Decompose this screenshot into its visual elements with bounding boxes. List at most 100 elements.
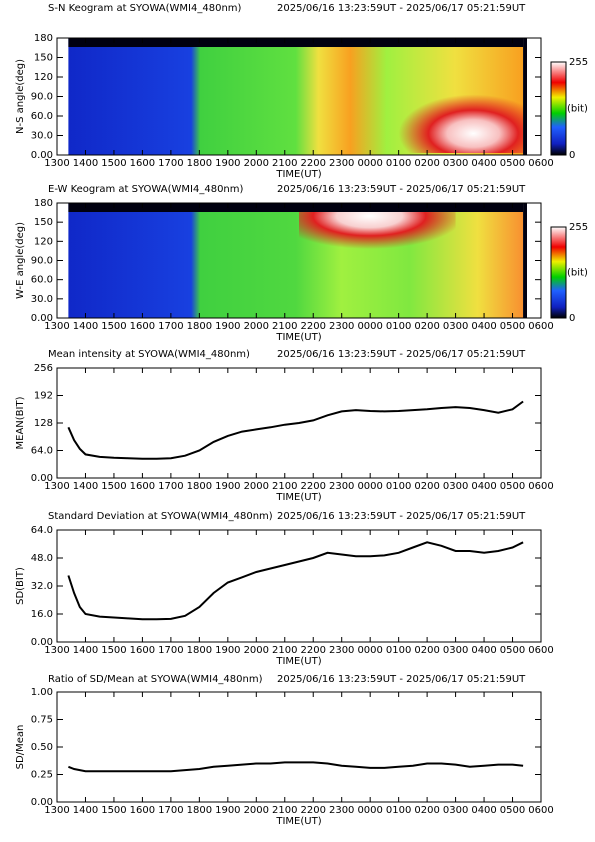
x-tick-label: 1600 — [130, 481, 155, 492]
x-tick-label: 0500 — [500, 645, 525, 656]
keogram-edge — [523, 38, 527, 155]
x-tick-label: 1400 — [73, 805, 98, 816]
y-tick-label: 120 — [34, 72, 53, 83]
y-tick-label: 64.0 — [31, 446, 53, 457]
x-tick-label: 0600 — [528, 481, 553, 492]
x-tick-label: 1900 — [215, 805, 240, 816]
y-tick-label: 120 — [34, 236, 53, 247]
y-tick-label: 0.00 — [31, 150, 53, 161]
y-tick-label: 180 — [34, 198, 53, 209]
x-tick-label: 0200 — [414, 481, 439, 492]
y-tick-label: 60.0 — [31, 275, 53, 286]
x-tick-label: 2300 — [329, 158, 354, 169]
y-tick-label: 192 — [34, 391, 53, 402]
chart-subtitle: 2025/06/16 13:23:59UT - 2025/06/17 05:21… — [277, 511, 526, 522]
x-tick-label: 2300 — [329, 481, 354, 492]
x-tick-label: 0200 — [414, 805, 439, 816]
x-tick-label: 1500 — [101, 481, 126, 492]
chart-title: Ratio of SD/Mean at SYOWA(WMI4_480nm) — [48, 674, 263, 685]
colorbar — [550, 61, 567, 156]
x-tick-label: 0300 — [443, 321, 468, 332]
x-tick-label: 1400 — [73, 645, 98, 656]
x-tick-label: 2300 — [329, 321, 354, 332]
x-tick-label: 1400 — [73, 481, 98, 492]
y-axis-label: N-S angle(deg) — [15, 59, 26, 134]
x-tick-label: 0200 — [414, 158, 439, 169]
x-tick-label: 1500 — [101, 805, 126, 816]
x-tick-label: 1300 — [44, 321, 69, 332]
x-tick-label: 2000 — [244, 805, 269, 816]
x-tick-label: 0500 — [500, 158, 525, 169]
x-axis-label: TIME(UT) — [275, 816, 321, 827]
x-tick-label: 0100 — [386, 805, 411, 816]
x-tick-label: 0400 — [471, 481, 496, 492]
x-tick-label: 0600 — [528, 158, 553, 169]
x-tick-label: 1300 — [44, 481, 69, 492]
x-tick-label: 1500 — [101, 321, 126, 332]
x-tick-label: 0100 — [386, 321, 411, 332]
plot-frame — [56, 691, 542, 803]
x-tick-label: 2200 — [301, 805, 326, 816]
x-tick-label: 1900 — [215, 158, 240, 169]
x-tick-label: 1700 — [158, 321, 183, 332]
x-tick-label: 2000 — [244, 481, 269, 492]
x-tick-label: 0000 — [357, 481, 382, 492]
keogram-edge — [68, 203, 524, 212]
x-tick-label: 0300 — [443, 481, 468, 492]
x-tick-label: 0000 — [357, 321, 382, 332]
chart-title: S-N Keogram at SYOWA(WMI4_480nm) — [48, 3, 242, 14]
x-tick-label: 2100 — [272, 805, 297, 816]
x-tick-label: 2200 — [301, 481, 326, 492]
y-tick-label: 32.0 — [31, 581, 53, 592]
x-tick-label: 1900 — [215, 321, 240, 332]
colorbar-tick-label: 255 — [569, 222, 588, 233]
x-tick-label: 1300 — [44, 805, 69, 816]
x-tick-label: 0100 — [386, 158, 411, 169]
x-tick-label: 2100 — [272, 645, 297, 656]
y-tick-label: 64.0 — [31, 525, 53, 536]
x-tick-label: 0200 — [414, 645, 439, 656]
y-tick-label: 0.00 — [31, 797, 53, 808]
colorbar-label: (bit) — [567, 268, 588, 279]
x-tick-label: 0500 — [500, 481, 525, 492]
x-tick-label: 2200 — [301, 321, 326, 332]
chart-subtitle: 2025/06/16 13:23:59UT - 2025/06/17 05:21… — [277, 674, 526, 685]
y-tick-label: 48.0 — [31, 553, 53, 564]
y-tick-label: 30.0 — [31, 131, 53, 142]
x-tick-label: 0000 — [357, 805, 382, 816]
x-tick-label: 0400 — [471, 645, 496, 656]
keogram-edge — [523, 203, 527, 318]
x-tick-label: 1700 — [158, 645, 183, 656]
x-tick-label: 1600 — [130, 158, 155, 169]
x-tick-label: 2200 — [301, 645, 326, 656]
x-tick-label: 2000 — [244, 158, 269, 169]
y-tick-label: 30.0 — [31, 294, 53, 305]
data-line — [67, 400, 524, 460]
x-tick-label: 1700 — [158, 158, 183, 169]
x-axis-label: TIME(UT) — [275, 656, 321, 667]
x-tick-label: 1400 — [73, 158, 98, 169]
keogram-aurora — [398, 88, 524, 153]
x-tick-label: 0000 — [357, 645, 382, 656]
x-tick-label: 1800 — [187, 645, 212, 656]
y-tick-label: 0.00 — [31, 637, 53, 648]
x-axis-label: TIME(UT) — [275, 332, 321, 343]
x-tick-label: 1300 — [44, 158, 69, 169]
x-tick-label: 1900 — [215, 645, 240, 656]
x-tick-label: 0500 — [500, 321, 525, 332]
y-axis-label: SD(BIT) — [15, 567, 26, 605]
x-tick-label: 0200 — [414, 321, 439, 332]
chart-subtitle: 2025/06/16 13:23:59UT - 2025/06/17 05:21… — [277, 3, 526, 14]
x-tick-label: 0100 — [386, 645, 411, 656]
x-tick-label: 2100 — [272, 158, 297, 169]
x-tick-label: 0400 — [471, 805, 496, 816]
y-tick-label: 0.00 — [31, 473, 53, 484]
y-axis-label: SD/Mean — [15, 725, 26, 770]
x-tick-label: 1700 — [158, 805, 183, 816]
chart-title: E-W Keogram at SYOWA(WMI4_480nm) — [48, 184, 244, 195]
x-tick-label: 1800 — [187, 805, 212, 816]
x-tick-label: 1800 — [187, 321, 212, 332]
data-line — [67, 541, 524, 621]
y-tick-label: 0.00 — [31, 313, 53, 324]
